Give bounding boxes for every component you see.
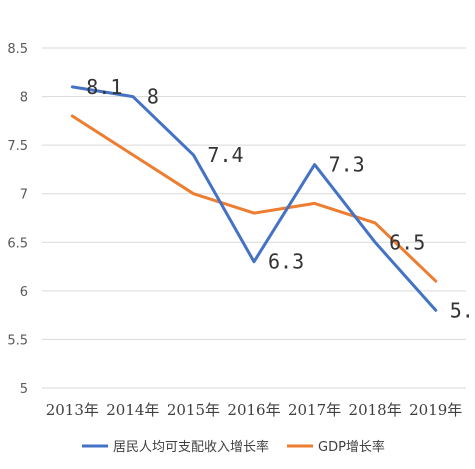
y-tick-label: 6.5 bbox=[7, 236, 28, 251]
series-line-income bbox=[70, 85, 438, 312]
legend: 居民人均可支配收入增长率 GDP增长率 bbox=[82, 439, 385, 455]
y-tick-label: 8.5 bbox=[7, 42, 28, 57]
x-tick-label: 2018年 bbox=[349, 401, 402, 419]
legend-label-gdp: GDP增长率 bbox=[318, 439, 385, 455]
x-tick-label: 2017年 bbox=[288, 401, 341, 419]
data-label: 7.3 bbox=[329, 153, 365, 177]
y-tick-label: 6 bbox=[20, 285, 28, 300]
series-line-gdp bbox=[70, 114, 438, 283]
data-label: 5.8 bbox=[450, 298, 475, 322]
data-label: 8 bbox=[147, 85, 159, 109]
x-tick-label: 2019年 bbox=[409, 401, 462, 419]
x-axis-ticks: 2013年 2014年 2015年 2016年 2017年 2018年 2019年 bbox=[46, 401, 463, 419]
y-tick-label: 7.5 bbox=[7, 139, 28, 154]
data-labels: 8.1 8 7.4 6.3 7.3 6.5 5.8 bbox=[86, 75, 475, 322]
y-tick-label: 8 bbox=[20, 91, 28, 106]
x-tick-label: 2016年 bbox=[227, 401, 280, 419]
data-label: 8.1 bbox=[86, 75, 122, 99]
data-label: 7.4 bbox=[207, 143, 243, 167]
gridlines bbox=[42, 47, 466, 389]
data-label: 6.3 bbox=[268, 250, 304, 274]
x-tick-label: 2014年 bbox=[106, 401, 159, 419]
y-axis-ticks: 5 5.5 6 6.5 7 7.5 8 8.5 bbox=[7, 42, 28, 397]
x-tick-label: 2013年 bbox=[46, 401, 99, 419]
series-lines bbox=[70, 85, 438, 312]
y-tick-label: 7 bbox=[20, 188, 28, 203]
y-tick-label: 5 bbox=[20, 382, 28, 397]
legend-label-income: 居民人均可支配收入增长率 bbox=[113, 439, 269, 455]
data-label: 6.5 bbox=[389, 230, 425, 254]
y-tick-label: 5.5 bbox=[7, 333, 28, 348]
x-tick-label: 2015年 bbox=[167, 401, 220, 419]
